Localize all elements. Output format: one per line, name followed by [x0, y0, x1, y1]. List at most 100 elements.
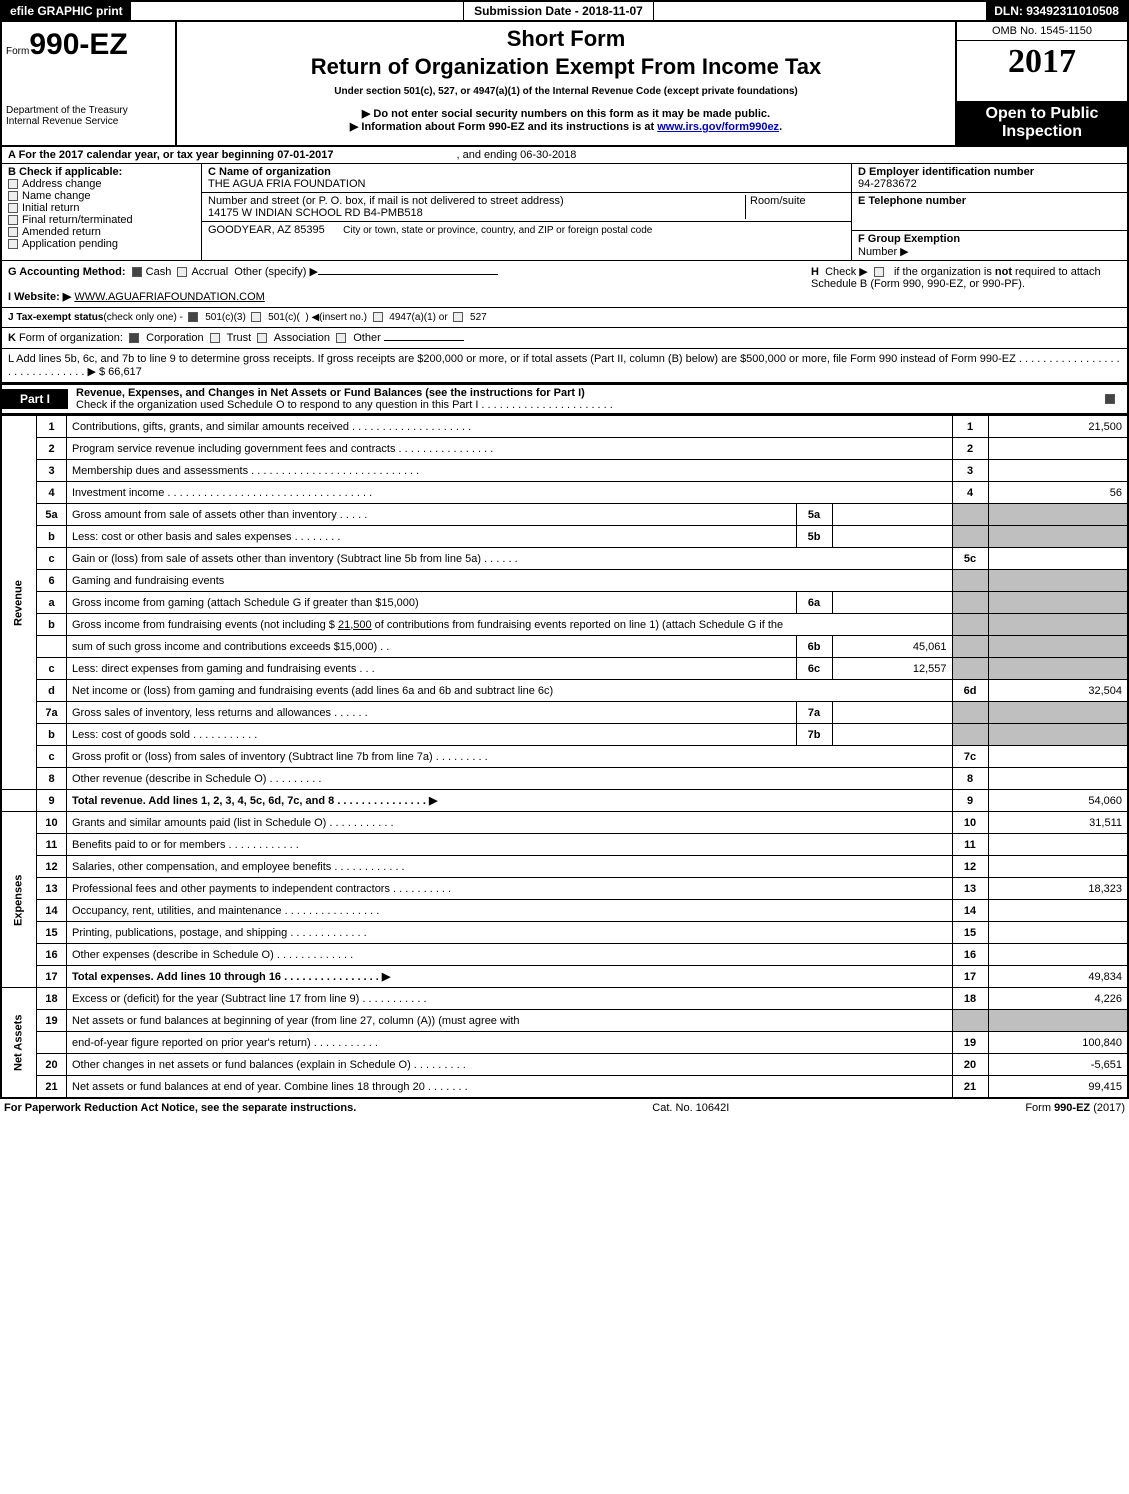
footer-right: Form 990-EZ (2017) — [1025, 1102, 1125, 1114]
section-j: J Tax-exempt status(check only one) - 50… — [0, 308, 1129, 328]
line-value — [988, 548, 1128, 570]
dln-label: DLN: 93492311010508 — [986, 2, 1127, 20]
line-value: 32,504 — [988, 680, 1128, 702]
line-value — [988, 438, 1128, 460]
line-value: 49,834 — [988, 966, 1128, 988]
checkbox-icon[interactable] — [8, 215, 18, 225]
check-name-change: Name change — [22, 190, 91, 202]
checkbox-icon[interactable] — [8, 227, 18, 237]
city-value: GOODYEAR, AZ 85395 — [208, 224, 325, 236]
section-b-label: B Check if applicable: — [8, 166, 122, 178]
line-text: Gross profit or (loss) from sales of inv… — [67, 746, 953, 768]
line-num: b — [37, 614, 67, 636]
line-num: 2 — [37, 438, 67, 460]
line-num: b — [37, 724, 67, 746]
website-value[interactable]: WWW.AGUAFRIAFOUNDATION.COM — [74, 291, 264, 303]
inner-ref: 7a — [796, 702, 832, 724]
k-other-blank[interactable] — [384, 340, 464, 341]
d-label: D Employer identification number — [858, 166, 1034, 178]
line-num: 11 — [37, 834, 67, 856]
checkbox-icon[interactable] — [8, 239, 18, 249]
line-value — [988, 922, 1128, 944]
shaded-cell — [988, 614, 1128, 636]
inner-value — [832, 724, 952, 746]
line-ref: 10 — [952, 812, 988, 834]
line-value: 99,415 — [988, 1076, 1128, 1098]
line-ref: 18 — [952, 988, 988, 1010]
inner-ref: 7b — [796, 724, 832, 746]
line-text: Printing, publications, postage, and shi… — [67, 922, 953, 944]
line-ref: 7c — [952, 746, 988, 768]
shaded-cell — [952, 702, 988, 724]
irs-link[interactable]: www.irs.gov/form990ez — [657, 121, 779, 133]
inner-ref: 6a — [796, 592, 832, 614]
checkbox-icon[interactable] — [453, 312, 463, 322]
footer: For Paperwork Reduction Act Notice, see … — [0, 1098, 1129, 1117]
shaded-cell — [988, 636, 1128, 658]
header-row-1: Form990-EZ Short Form Return of Organiza… — [0, 22, 1129, 101]
line-text: Benefits paid to or for members . . . . … — [67, 834, 953, 856]
checkbox-icon[interactable] — [874, 267, 884, 277]
room-label: Room/suite — [750, 195, 806, 207]
line-ref: 3 — [952, 460, 988, 482]
section-b-left: B Check if applicable: Address change Na… — [2, 164, 202, 260]
line-text: Gross income from fundraising events (no… — [67, 614, 953, 636]
line-text: Salaries, other compensation, and employ… — [67, 856, 953, 878]
line-num: c — [37, 746, 67, 768]
checkbox-icon[interactable] — [8, 203, 18, 213]
line-num: c — [37, 548, 67, 570]
checkbox-icon[interactable] — [8, 179, 18, 189]
lines-table: Revenue 1 Contributions, gifts, grants, … — [0, 415, 1129, 1098]
line-text: Contributions, gifts, grants, and simila… — [67, 416, 953, 438]
checkbox-icon[interactable] — [251, 312, 261, 322]
line-text: Other revenue (describe in Schedule O) .… — [67, 768, 953, 790]
org-name: THE AGUA FRIA FOUNDATION — [208, 178, 365, 190]
checkbox-icon[interactable] — [336, 333, 346, 343]
checkbox-icon[interactable] — [188, 312, 198, 322]
spacer — [1, 790, 37, 812]
line-value: 18,323 — [988, 878, 1128, 900]
line-text: Professional fees and other payments to … — [67, 878, 953, 900]
section-a-end: , and ending 06-30-2018 — [457, 149, 577, 161]
line-text: Less: cost or other basis and sales expe… — [67, 526, 797, 548]
line-num: 18 — [37, 988, 67, 1010]
line-num: 8 — [37, 768, 67, 790]
g-cash: Cash — [146, 266, 172, 278]
shaded-cell — [952, 570, 988, 592]
inner-value: 12,557 — [832, 658, 952, 680]
shaded-cell — [988, 526, 1128, 548]
part-i-title: Revenue, Expenses, and Changes in Net As… — [68, 385, 1097, 413]
line-text: Net assets or fund balances at beginning… — [67, 1010, 953, 1032]
part-i-subtitle: Check if the organization used Schedule … — [76, 399, 613, 411]
inner-value — [832, 526, 952, 548]
checkbox-icon[interactable] — [129, 333, 139, 343]
checkbox-icon[interactable] — [177, 267, 187, 277]
line-num: 12 — [37, 856, 67, 878]
checkbox-icon[interactable] — [1105, 394, 1115, 404]
g-other-blank[interactable] — [318, 274, 498, 275]
checkbox-icon[interactable] — [210, 333, 220, 343]
line-num: 19 — [37, 1010, 67, 1032]
checkbox-icon[interactable] — [132, 267, 142, 277]
line-ref: 2 — [952, 438, 988, 460]
shaded-cell — [988, 592, 1128, 614]
line-value: 21,500 — [988, 416, 1128, 438]
check-amended-return: Amended return — [22, 226, 101, 238]
line-num: b — [37, 526, 67, 548]
line-value — [988, 834, 1128, 856]
checkbox-icon[interactable] — [373, 312, 383, 322]
g-label: G Accounting Method: — [8, 266, 126, 278]
checkbox-icon[interactable] — [8, 191, 18, 201]
g-other: Other (specify) ▶ — [234, 266, 318, 278]
checkbox-icon[interactable] — [257, 333, 267, 343]
line-value: 4,226 — [988, 988, 1128, 1010]
part-i-checkbox[interactable] — [1097, 393, 1127, 405]
section-def: D Employer identification number 94-2783… — [852, 164, 1127, 260]
shaded-cell — [988, 702, 1128, 724]
line-ref: 17 — [952, 966, 988, 988]
revenue-sidelabel: Revenue — [1, 416, 37, 790]
section-a-begin: A For the 2017 calendar year, or tax yea… — [8, 149, 333, 161]
line-num: 1 — [37, 416, 67, 438]
section-l: L Add lines 5b, 6c, and 7b to line 9 to … — [0, 349, 1129, 384]
form-prefix: Form — [6, 46, 29, 57]
